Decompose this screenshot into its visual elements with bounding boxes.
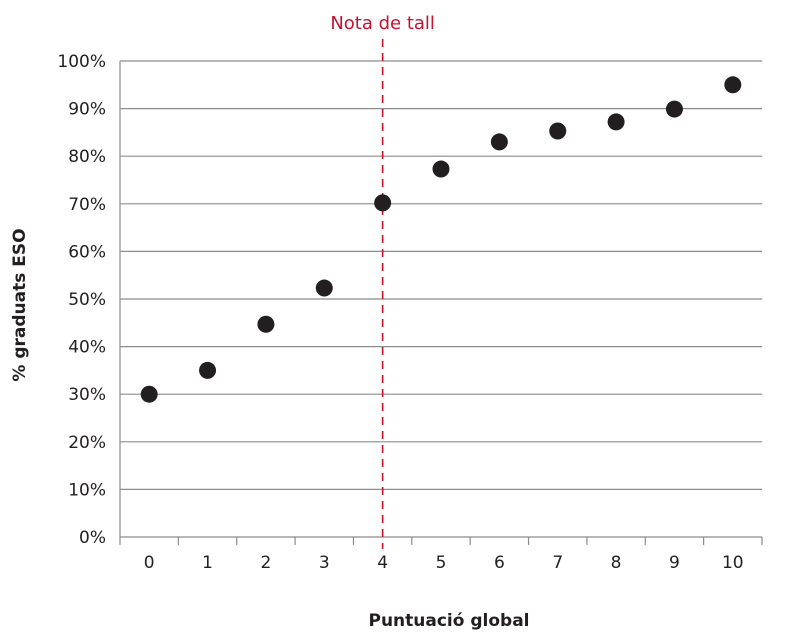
x-tick-label: 2 bbox=[260, 553, 271, 573]
y-tick-label: 90% bbox=[68, 100, 106, 120]
data-point bbox=[665, 100, 683, 118]
y-tick-label: 100% bbox=[57, 52, 106, 72]
x-tick-label: 7 bbox=[552, 553, 563, 573]
data-point bbox=[257, 315, 275, 333]
cutoff-label: Nota de tall bbox=[330, 13, 435, 34]
y-tick-label: 0% bbox=[79, 528, 106, 548]
x-tick-label: 5 bbox=[436, 553, 447, 573]
y-tick-label: 50% bbox=[68, 290, 106, 310]
data-point bbox=[432, 160, 450, 178]
y-tick-label: 70% bbox=[68, 195, 106, 215]
y-tick-label: 30% bbox=[68, 385, 106, 405]
data-point bbox=[549, 122, 567, 140]
x-tick-label: 4 bbox=[377, 553, 388, 573]
x-tick-label: 6 bbox=[494, 553, 505, 573]
x-tick-label: 3 bbox=[319, 553, 330, 573]
x-axis-title: Puntuació global bbox=[368, 611, 529, 631]
data-point bbox=[374, 194, 392, 212]
x-tick-label: 8 bbox=[611, 553, 622, 573]
data-point bbox=[490, 133, 508, 151]
data-point bbox=[724, 76, 742, 94]
y-tick-label: 40% bbox=[68, 338, 106, 358]
data-points bbox=[140, 76, 742, 403]
y-tick-label: 10% bbox=[68, 480, 106, 500]
y-tick-label: 80% bbox=[68, 147, 106, 167]
data-point bbox=[315, 279, 333, 297]
y-tick-label: 60% bbox=[68, 242, 106, 262]
data-point bbox=[140, 385, 158, 403]
x-tick-label: 10 bbox=[722, 553, 744, 573]
axes bbox=[119, 61, 763, 545]
x-tick-label: 9 bbox=[669, 553, 680, 573]
gridlines bbox=[120, 60, 762, 490]
x-tick-label: 1 bbox=[202, 553, 213, 573]
data-point bbox=[607, 113, 625, 131]
y-tick-labels: 0% 10% 20% 30% 40% 50% 60% 70% 80% 90% 100% bbox=[57, 52, 106, 548]
y-tick-label: 20% bbox=[68, 433, 106, 453]
y-axis-title: % graduats ESO bbox=[10, 228, 30, 381]
data-point bbox=[199, 361, 217, 379]
x-tick-label: 0 bbox=[144, 553, 155, 573]
x-tick-labels: 0 1 2 3 4 5 6 7 8 9 10 bbox=[144, 553, 744, 573]
